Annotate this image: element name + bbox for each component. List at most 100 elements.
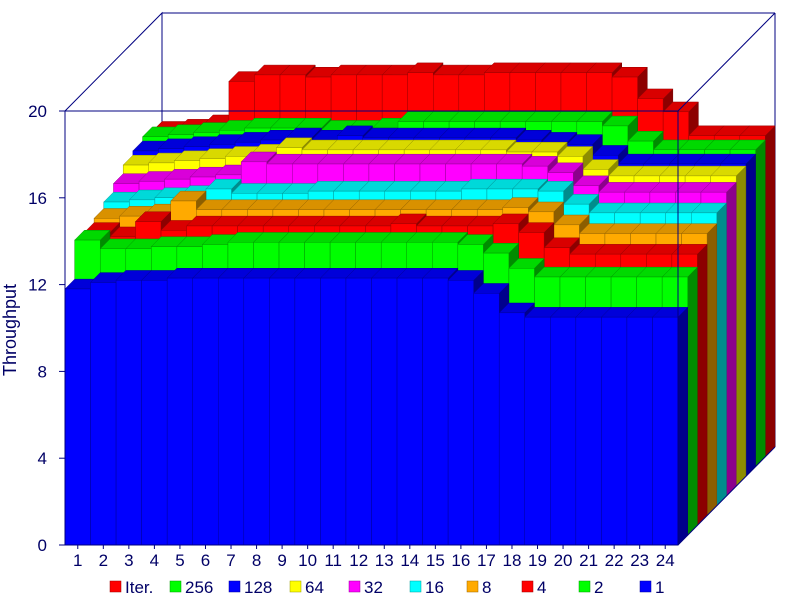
legend-label: Iter. xyxy=(125,578,153,597)
legend-swatch xyxy=(578,580,591,593)
legend-label: 2 xyxy=(594,578,603,597)
x-tick-label: 9 xyxy=(277,551,286,570)
x-tick-label: 3 xyxy=(124,551,133,570)
bar-side xyxy=(745,153,756,478)
x-tick-label: 13 xyxy=(375,551,394,570)
legend-item: 128 xyxy=(228,578,272,597)
x-tick-label: 10 xyxy=(298,551,317,570)
frame-top-right-edge xyxy=(677,12,776,112)
bar-front xyxy=(422,277,449,546)
y-tick-label: 20 xyxy=(28,102,47,121)
x-tick-label: 18 xyxy=(503,551,522,570)
bar-front xyxy=(396,277,423,546)
x-tick-label: 17 xyxy=(477,551,496,570)
bar-front xyxy=(218,277,245,546)
bar-front xyxy=(447,280,474,546)
frame-front-plane xyxy=(64,110,679,546)
y-tick-label: 4 xyxy=(38,449,47,468)
bar-front xyxy=(626,316,653,546)
x-tick-label: 12 xyxy=(349,551,368,570)
y-axis-title: Throughput xyxy=(0,284,20,376)
bar-front xyxy=(294,277,321,546)
bar-front xyxy=(473,293,500,546)
bar-front xyxy=(345,277,372,546)
y-tick-label: 16 xyxy=(28,189,47,208)
legend-swatch xyxy=(639,580,652,593)
x-tick-label: 6 xyxy=(201,551,210,570)
x-tick-label: 11 xyxy=(324,551,342,570)
bar-side xyxy=(765,125,776,458)
x-tick-label: 20 xyxy=(554,551,573,570)
bar-side xyxy=(706,223,718,517)
bar-front xyxy=(524,316,551,546)
x-tick-label: 5 xyxy=(175,551,184,570)
legend-item: 2 xyxy=(578,578,603,597)
legend-item: Iter. xyxy=(109,578,153,597)
legend-swatch xyxy=(169,580,182,593)
bar-front xyxy=(601,316,628,546)
x-axis: 1 2 3 4 5 6 7 8 9 10 11 12 13 14 15 16 17 18 19 20 21 22 23 24 xyxy=(73,545,675,570)
chart-front-frame xyxy=(64,12,776,546)
bar-side xyxy=(687,266,698,536)
x-tick-label: 19 xyxy=(528,551,547,570)
legend-label: 256 xyxy=(185,578,213,597)
legend-label: 128 xyxy=(244,578,272,597)
bar-front xyxy=(243,277,270,546)
bar xyxy=(447,269,484,546)
bar-front xyxy=(371,277,398,546)
bar-front xyxy=(575,316,602,546)
legend-label: 16 xyxy=(425,578,444,597)
bar-front xyxy=(652,316,679,546)
y-tick-label: 12 xyxy=(28,276,47,295)
bar-side xyxy=(677,306,688,546)
legend-swatch xyxy=(466,580,479,593)
legend-swatch xyxy=(228,580,241,593)
x-tick-label: 2 xyxy=(99,551,108,570)
legend-swatch xyxy=(109,580,122,593)
legend: Iter. 256 128 64 32 16 8 4 2 1 xyxy=(109,578,664,597)
x-tick-label: 15 xyxy=(426,551,445,570)
legend-label: 4 xyxy=(537,578,546,597)
x-tick-label: 7 xyxy=(226,551,235,570)
bar-side xyxy=(697,243,708,527)
bar-front xyxy=(269,277,296,546)
x-tick-label: 22 xyxy=(605,551,624,570)
bar-front xyxy=(166,277,193,546)
legend-label: 1 xyxy=(655,578,664,597)
bar-front xyxy=(550,316,577,546)
legend-label: 32 xyxy=(364,578,383,597)
legend-item: 64 xyxy=(289,578,324,597)
bar-front xyxy=(64,288,91,546)
y-tick-label: 0 xyxy=(38,536,47,555)
bar-front xyxy=(192,277,219,546)
x-tick-label: 1 xyxy=(73,551,82,570)
y-tick-label: 8 xyxy=(38,362,47,381)
bar-side xyxy=(716,202,727,507)
bar-side xyxy=(735,165,747,487)
x-tick-label: 23 xyxy=(630,551,649,570)
legend-label: 8 xyxy=(482,578,491,597)
legend-swatch xyxy=(521,580,534,593)
legend-swatch xyxy=(289,580,302,593)
legend-item: 32 xyxy=(348,578,383,597)
frame-bottom-right-edge xyxy=(677,446,776,546)
x-tick-label: 14 xyxy=(400,551,419,570)
x-tick-label: 8 xyxy=(252,551,261,570)
bar-front xyxy=(320,277,347,546)
bar xyxy=(651,306,689,546)
x-tick-label: 21 xyxy=(579,551,598,570)
legend-item: 8 xyxy=(466,578,491,597)
legend-item: 16 xyxy=(409,578,444,597)
y-axis: 0 4 8 12 16 20 xyxy=(28,102,65,555)
bar-front xyxy=(115,280,142,546)
bar-side xyxy=(726,181,737,497)
bar-groups xyxy=(64,62,776,546)
legend-swatch xyxy=(348,580,361,593)
series-1 xyxy=(64,267,689,546)
bar-side xyxy=(755,139,766,468)
legend-item: 1 xyxy=(639,578,664,597)
bar-front xyxy=(90,282,117,546)
bar-front xyxy=(141,280,168,546)
legend-label: 64 xyxy=(305,578,324,597)
